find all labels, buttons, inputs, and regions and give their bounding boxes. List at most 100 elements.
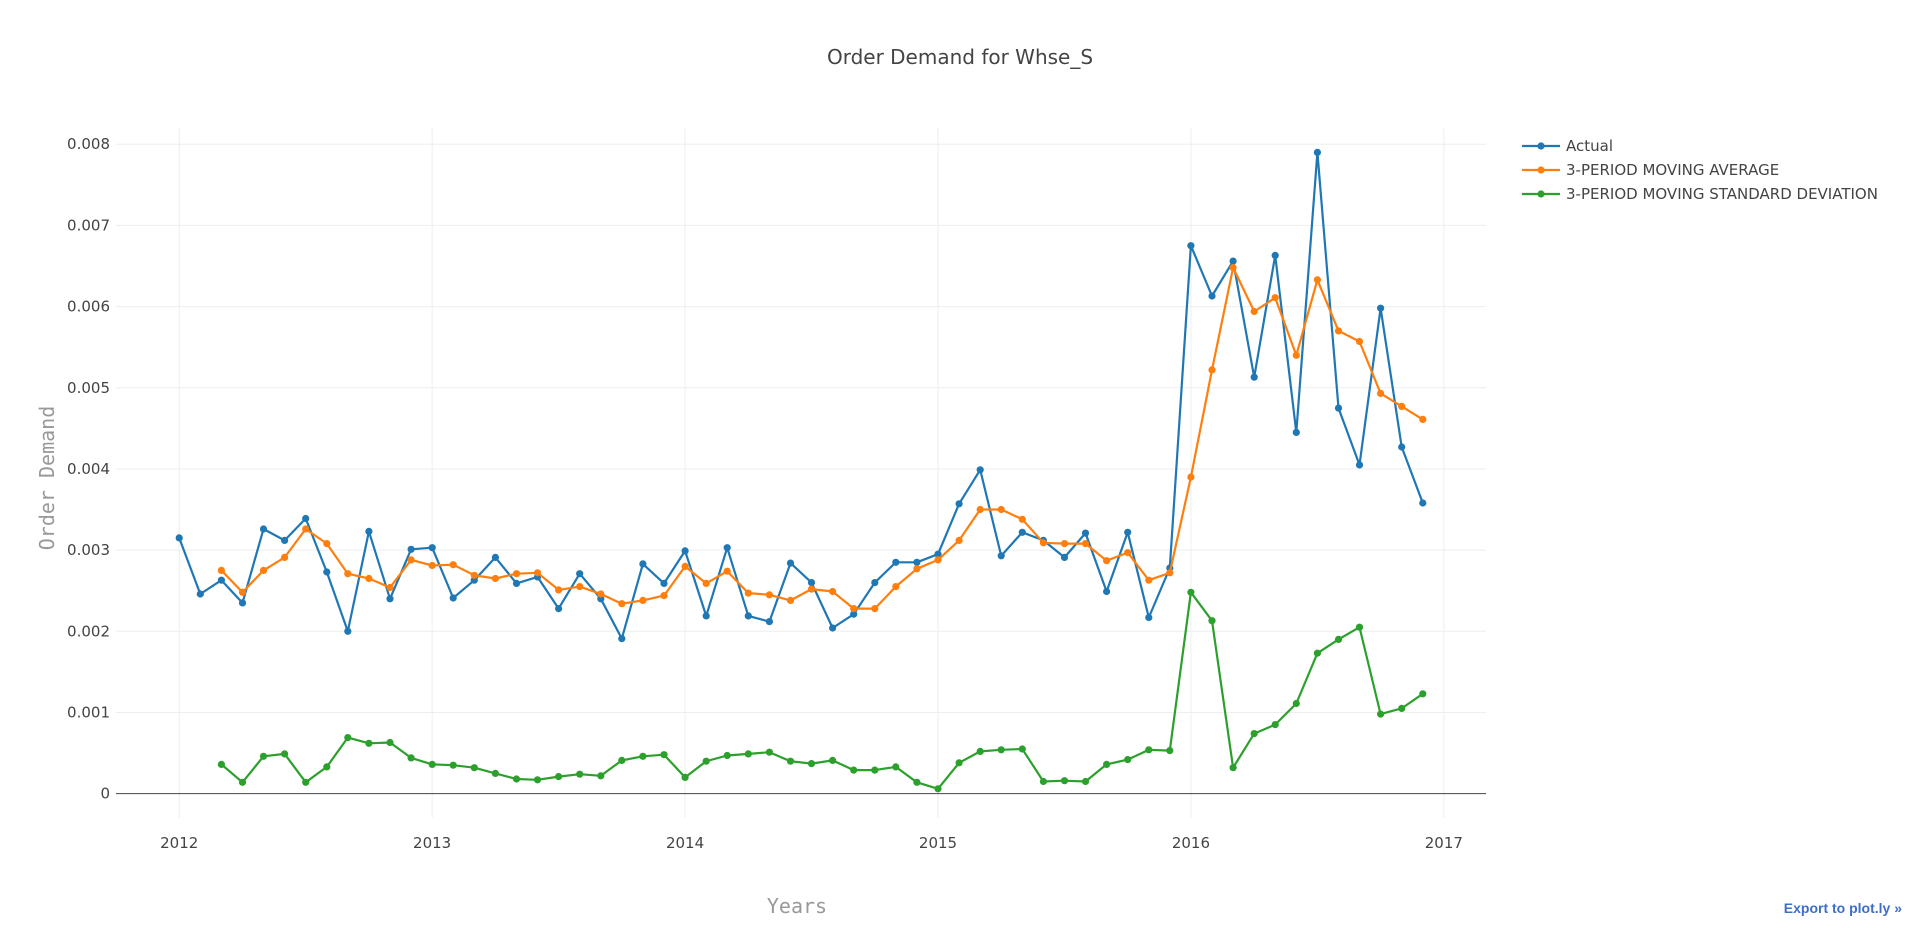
data-point — [1271, 721, 1279, 729]
data-point — [744, 750, 752, 758]
data-point — [1250, 373, 1258, 381]
data-point — [302, 525, 310, 533]
data-point — [892, 558, 900, 566]
data-point — [259, 525, 268, 533]
data-point — [1334, 327, 1343, 335]
data-point — [344, 570, 352, 578]
data-point — [407, 754, 415, 762]
data-point — [1313, 148, 1321, 156]
data-point — [1355, 461, 1364, 469]
data-point — [786, 596, 795, 605]
data-point — [1271, 294, 1279, 302]
y-tick-label: 0.007 — [67, 216, 110, 234]
legend[interactable]: Actual 3-PERIOD MOVING AVERAGE 3-PERIOD MO… — [1522, 137, 1878, 203]
data-point — [302, 778, 310, 786]
data-point — [323, 568, 331, 576]
data-point — [1060, 540, 1069, 548]
data-point — [386, 583, 394, 592]
x-tick-label: 2014 — [666, 834, 704, 852]
data-point — [1081, 777, 1090, 786]
legend-label: Actual — [1566, 137, 1613, 155]
data-point — [428, 544, 436, 552]
data-point — [829, 624, 837, 632]
x-tick-label: 2013 — [413, 834, 451, 852]
data-point — [259, 752, 268, 760]
legend-item[interactable]: 3-PERIOD MOVING STANDARD DEVIATION — [1522, 185, 1878, 203]
data-point — [997, 552, 1005, 560]
data-point — [850, 766, 858, 774]
data-point — [1124, 756, 1132, 764]
data-point — [576, 583, 584, 591]
x-tick-label: 2017 — [1425, 834, 1463, 852]
data-point — [1398, 704, 1406, 713]
data-point — [1229, 764, 1237, 772]
y-tick-label: 0.005 — [67, 379, 110, 397]
data-point — [217, 760, 225, 769]
data-point — [639, 560, 647, 568]
data-point — [1124, 549, 1132, 557]
x-tick-label: 2015 — [919, 834, 957, 852]
series-1 — [175, 148, 1427, 643]
data-point — [238, 599, 247, 607]
data-point — [744, 589, 752, 597]
data-point — [238, 778, 247, 786]
data-point — [1166, 747, 1174, 755]
data-point — [512, 775, 521, 783]
data-point — [323, 540, 331, 548]
export-to-plotly-link[interactable]: Export to plot.ly » — [1783, 900, 1902, 916]
data-point — [618, 635, 626, 643]
data-point — [1208, 292, 1216, 300]
data-point — [1419, 690, 1427, 698]
data-point — [281, 750, 289, 758]
data-point — [407, 545, 415, 553]
legend-item[interactable]: Actual — [1522, 137, 1613, 155]
data-point — [1334, 635, 1343, 644]
data-point — [976, 747, 984, 756]
data-point — [639, 752, 647, 760]
series-2 — [217, 264, 1427, 613]
data-point — [1355, 623, 1364, 631]
data-point — [955, 500, 963, 508]
data-point — [1334, 404, 1343, 412]
data-point — [1377, 304, 1385, 312]
legend-item[interactable]: 3-PERIOD MOVING AVERAGE — [1522, 161, 1779, 179]
data-point — [597, 590, 605, 598]
y-tick-label: 0.006 — [67, 298, 110, 316]
data-point — [892, 763, 900, 771]
data-point — [1229, 257, 1237, 265]
data-point — [997, 505, 1005, 514]
x-axis-title: Years — [767, 894, 827, 918]
data-point — [259, 566, 268, 575]
data-point — [491, 769, 499, 778]
data-point — [217, 566, 225, 575]
data-point — [660, 751, 668, 759]
data-point — [1292, 699, 1300, 708]
data-point — [238, 588, 247, 596]
data-point — [365, 527, 373, 536]
data-point — [871, 605, 879, 613]
data-point — [217, 576, 225, 584]
data-point — [934, 550, 942, 558]
data-point — [913, 558, 921, 566]
data-point — [491, 553, 499, 562]
y-tick-label: 0.001 — [67, 703, 110, 721]
data-point — [765, 618, 774, 626]
data-point — [997, 746, 1005, 754]
data-point — [1039, 777, 1047, 786]
data-point — [786, 757, 795, 765]
x-tick-label: 2016 — [1172, 834, 1210, 852]
data-point — [1208, 617, 1216, 625]
data-point — [407, 556, 415, 564]
data-point — [850, 610, 858, 618]
data-point — [555, 586, 563, 594]
y-tick-label: 0.004 — [67, 460, 110, 478]
data-point — [449, 561, 457, 569]
data-point — [702, 612, 710, 620]
data-point — [1398, 402, 1406, 410]
data-point — [344, 734, 352, 742]
data-point — [1398, 443, 1406, 451]
data-point — [1145, 746, 1153, 754]
data-point — [470, 571, 478, 579]
data-point — [723, 544, 731, 552]
series-line — [220, 591, 1424, 790]
